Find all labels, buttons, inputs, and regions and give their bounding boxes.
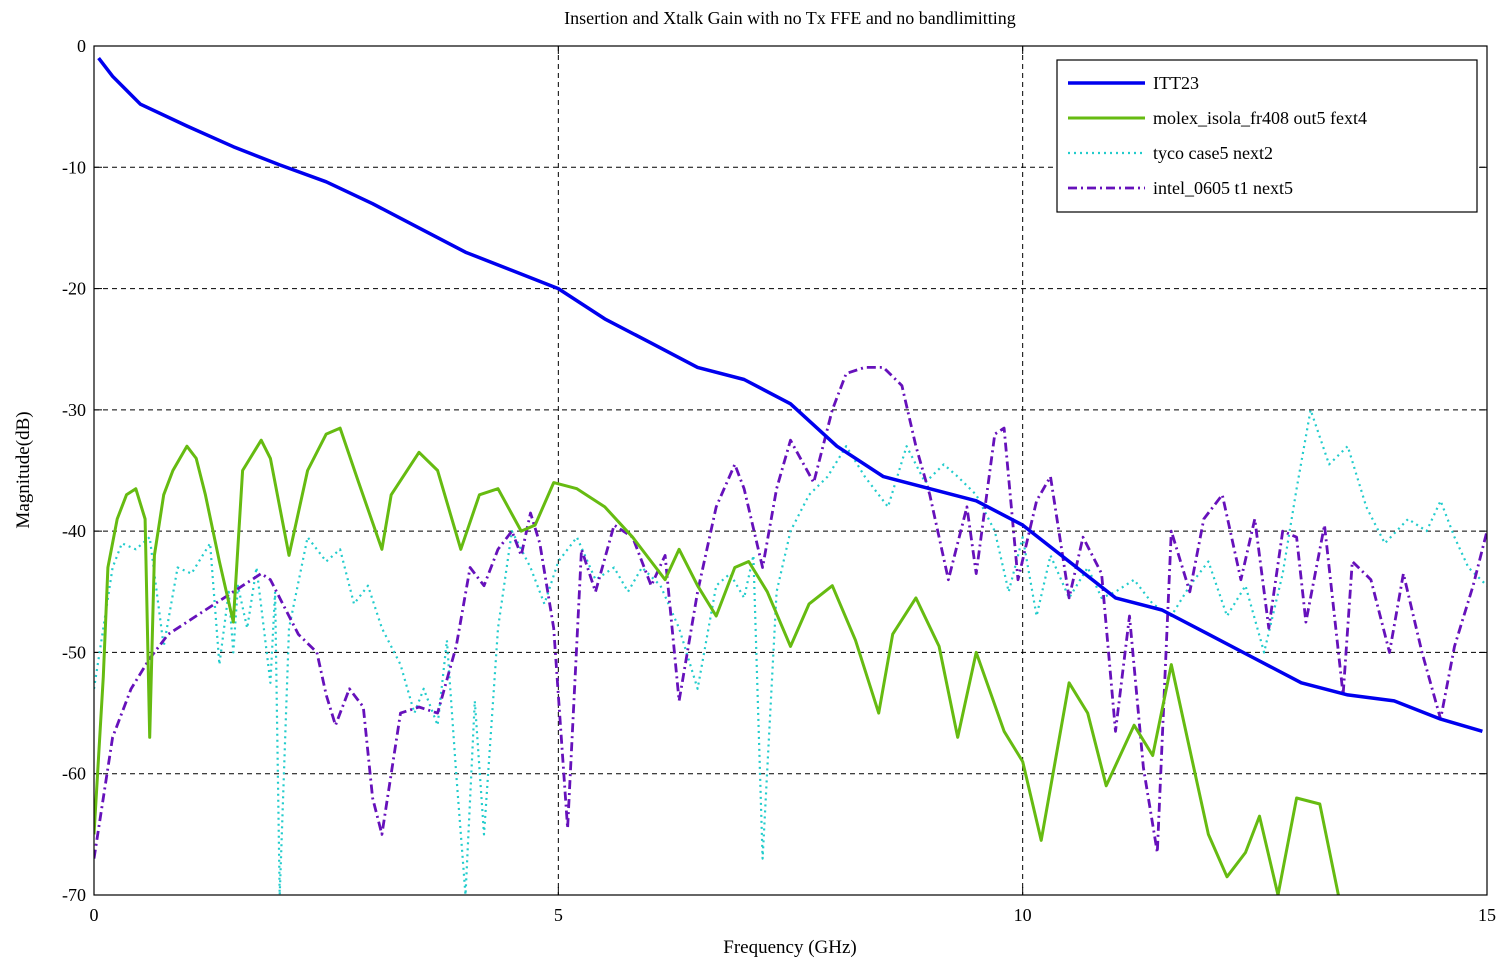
- x-tick-label: 5: [554, 905, 563, 925]
- axis-ticks: 0 5 10 15 0 -10 -20 -30 -40 -50 -60 -70: [62, 36, 1496, 925]
- y-axis-title: Magnitude(dB): [13, 411, 34, 528]
- y-tick-label: -70: [62, 885, 86, 905]
- y-tick-label: -20: [62, 279, 86, 299]
- x-tick-label: 15: [1478, 905, 1496, 925]
- x-tick-label: 0: [90, 905, 99, 925]
- series-line-2: [94, 408, 1487, 895]
- series-line-0: [97, 57, 1483, 733]
- legend-label: intel_0605 t1 next5: [1153, 178, 1293, 198]
- legend-label: molex_isola_fr408 out5 fext4: [1153, 108, 1367, 128]
- series-line-3: [94, 365, 1487, 859]
- y-tick-label: -30: [62, 400, 86, 420]
- legend-items: ITT23 molex_isola_fr408 out5 fext4 tyco ca…: [1068, 73, 1367, 198]
- y-tick-label: -40: [62, 521, 86, 541]
- y-tick-label: -10: [62, 157, 86, 177]
- legend: ITT23 molex_isola_fr408 out5 fext4 tyco ca…: [1056, 59, 1478, 213]
- x-tick-label: 10: [1014, 905, 1032, 925]
- legend-label: ITT23: [1153, 73, 1199, 93]
- chart-title: Insertion and Xtalk Gain with no Tx FFE …: [564, 8, 1016, 28]
- y-tick-label: -50: [62, 642, 86, 662]
- legend-label: tyco case5 next2: [1153, 143, 1273, 163]
- series-line-1: [94, 426, 1340, 895]
- series-layer: [94, 57, 1487, 895]
- plot-frame: [93, 45, 1488, 896]
- y-tick-label: -60: [62, 764, 86, 784]
- x-axis-title: Frequency (GHz): [723, 937, 856, 958]
- y-tick-label: 0: [77, 36, 86, 56]
